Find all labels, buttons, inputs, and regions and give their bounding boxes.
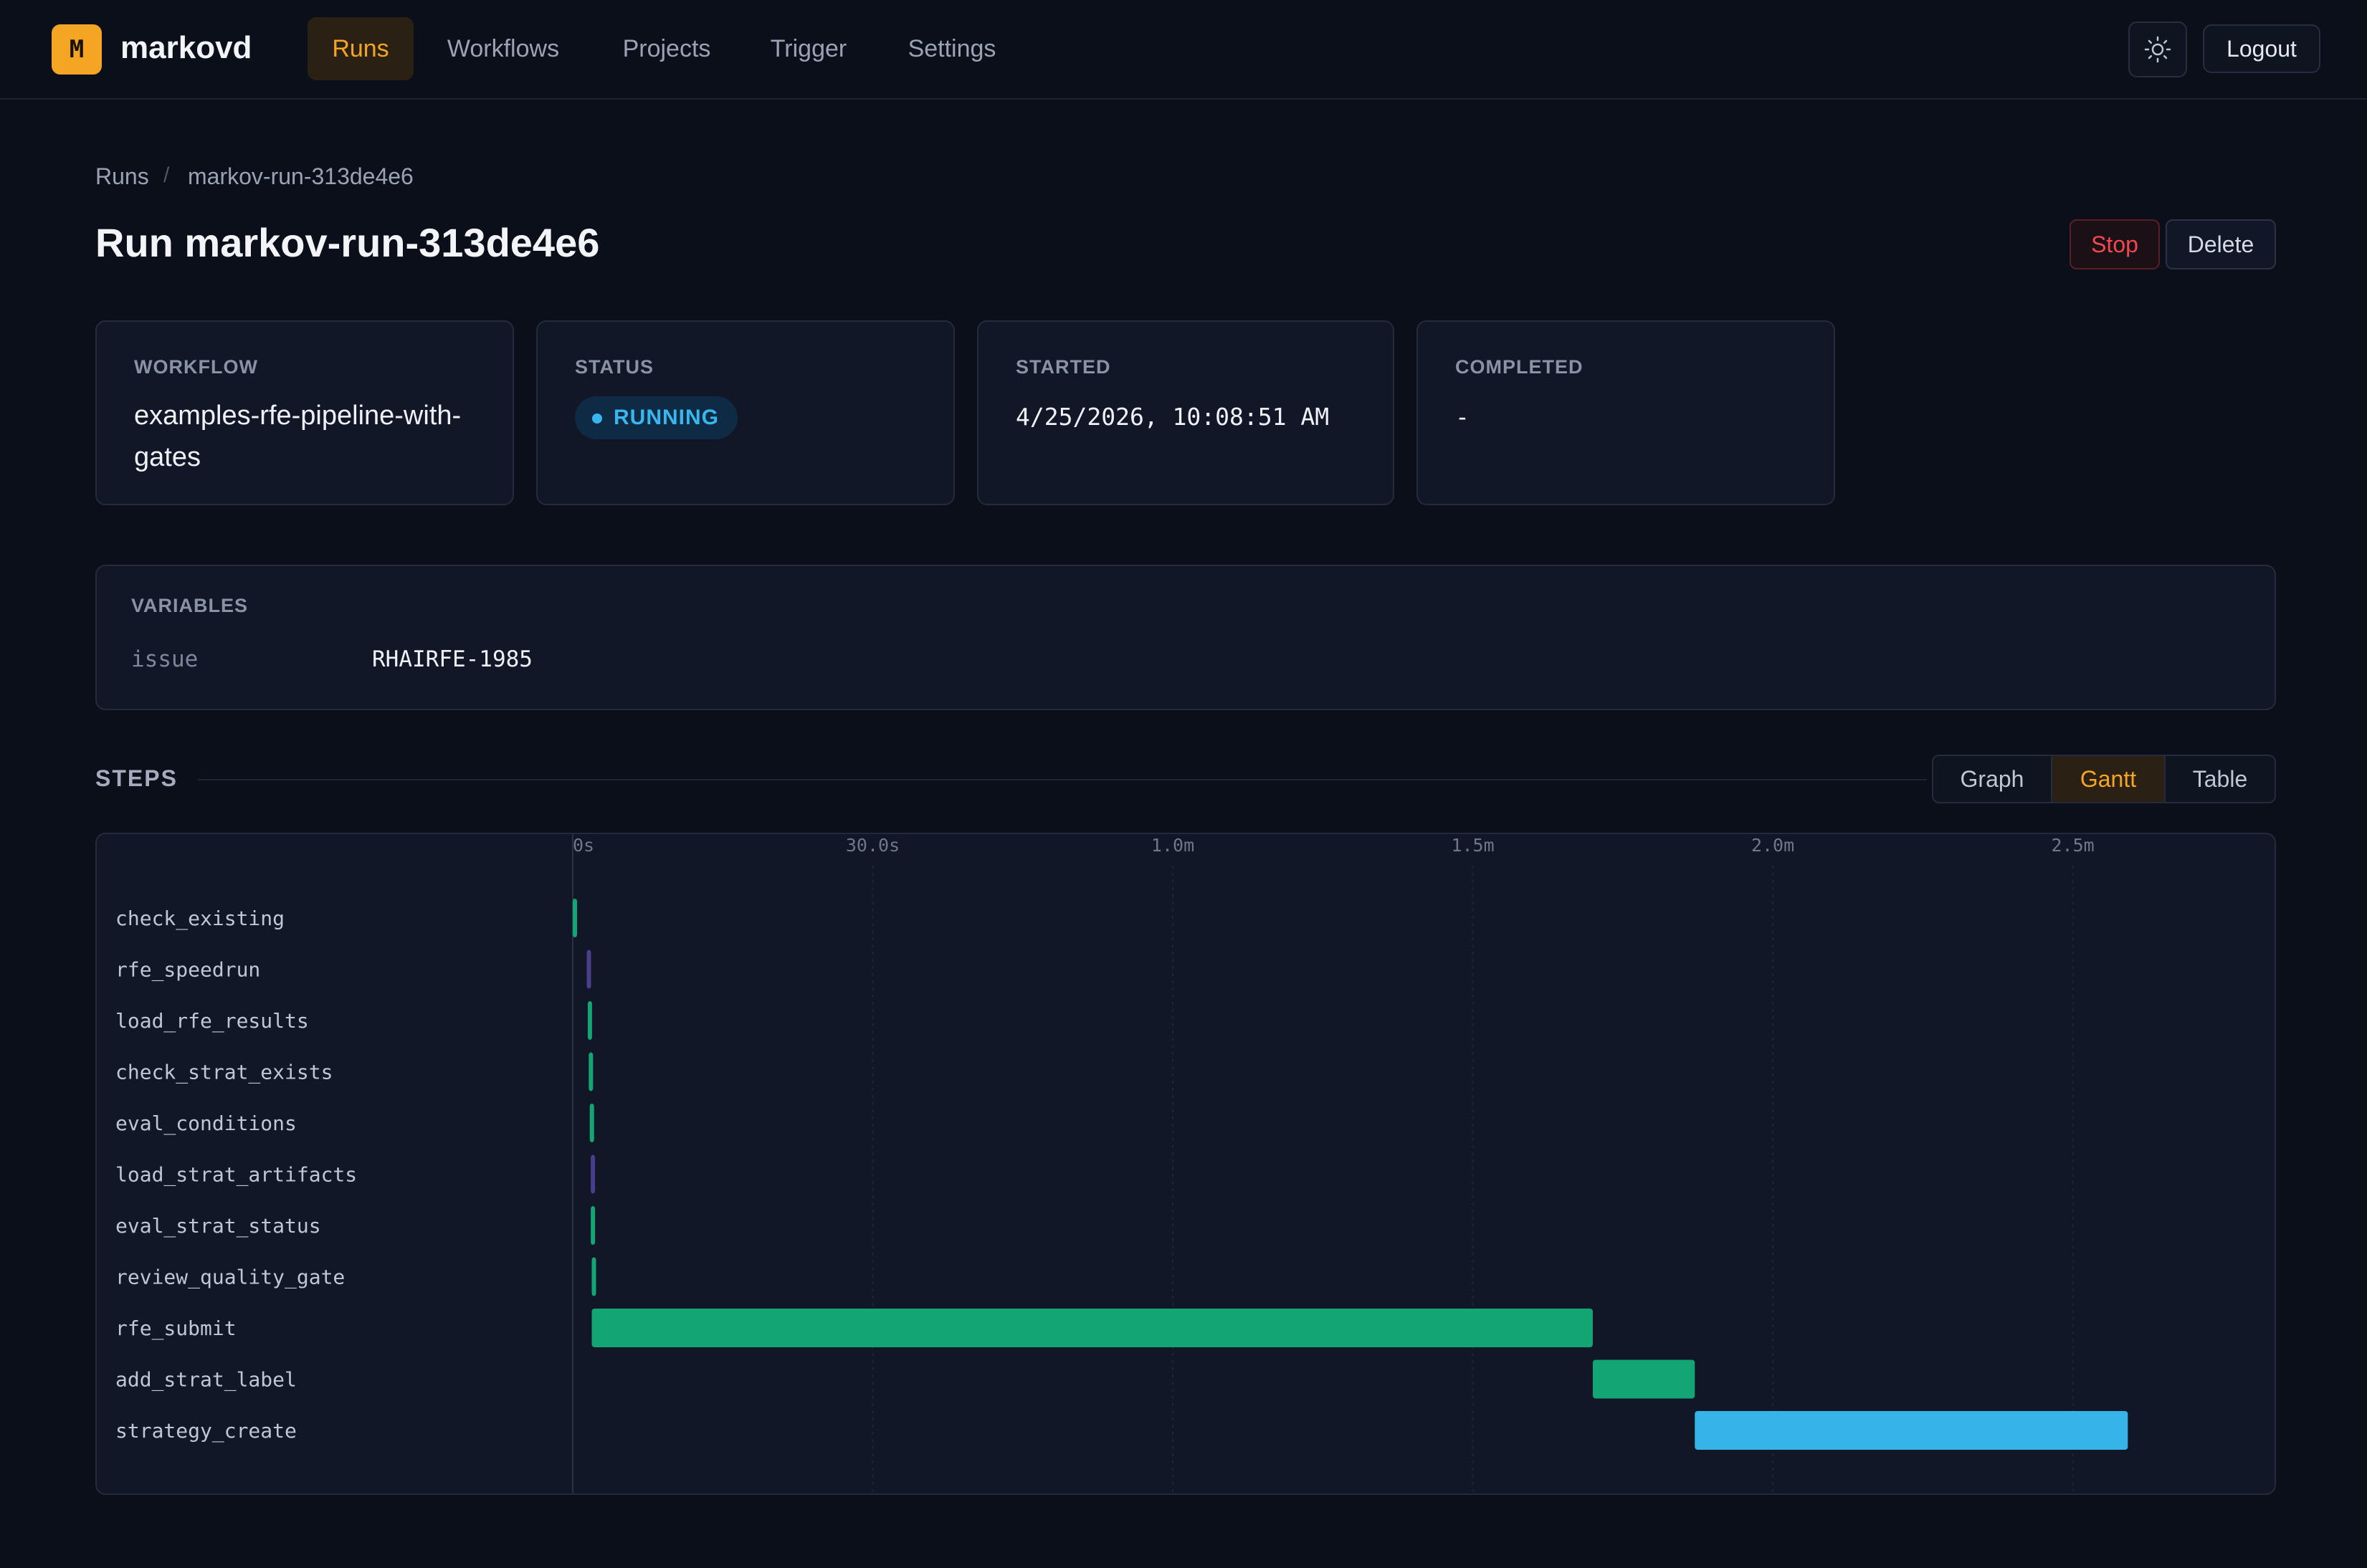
gantt-tick-label: 30.0s [846,835,900,856]
gantt-bar[interactable] [586,950,591,989]
gantt-bar[interactable] [1592,1359,1695,1399]
gantt-tick-label: 2.0m [1751,835,1794,856]
gantt-step-label: eval_conditions [115,1112,297,1136]
gantt-step-label: review_quality_gate [115,1266,345,1290]
view-table-button[interactable]: Table [2192,765,2248,792]
gantt-svg: 0s 30.0s 1.0m 1.5m 2.0m 2.5m check_existingrfe… [115,834,2128,1493]
started-label: STARTED [1016,356,1111,378]
status-dot-icon [592,413,602,424]
gantt-bar[interactable] [591,1257,596,1296]
view-graph-button[interactable]: Graph [1933,756,2052,802]
gantt-tick-label: 1.0m [1151,835,1194,856]
view-switcher: Graph Gantt Table [1932,755,2276,803]
gantt-tick-label: 1.5m [1451,835,1494,856]
variables-panel: VARIABLES issue RHAIRFE-1985 [95,565,2276,710]
status-badge: RUNNING [575,396,738,439]
steps-label: STEPS [95,765,178,791]
gantt-step-label: check_strat_exists [115,1061,333,1085]
nav-workflows[interactable]: Workflows [447,34,560,62]
page-title: Run markov-run-313de4e6 [95,220,600,265]
gantt-step-label: rfe_submit [115,1316,237,1341]
completed-card: COMPLETED - [1416,320,1835,505]
gantt-step-label: strategy_create [115,1419,297,1443]
completed-label: COMPLETED [1455,356,1583,378]
steps-divider [198,779,1927,780]
nav-projects[interactable]: Projects [622,34,711,62]
variables-label: VARIABLES [131,595,249,616]
gantt-bar[interactable] [573,899,577,937]
variable-key: issue [131,646,199,672]
nav-settings[interactable]: Settings [908,34,996,62]
gantt-bar[interactable] [1695,1411,2128,1450]
started-value: 4/25/2026, 10:08:51 AM [1016,403,1330,431]
logo[interactable]: M [52,24,102,75]
gantt-bar[interactable] [589,1052,594,1091]
gantt-step-label: load_strat_artifacts [115,1163,357,1187]
view-gantt-button[interactable]: Gantt [2052,756,2166,802]
logout-button[interactable]: Logout [2203,24,2320,73]
workflow-value[interactable]: examples-rfe-pipeline-with-gates [134,401,462,472]
delete-button[interactable]: Delete [2166,219,2276,269]
workflow-label: WORKFLOW [134,356,258,378]
nav-trigger[interactable]: Trigger [770,34,847,62]
breadcrumb-runs-link[interactable]: Runs [95,163,149,189]
gantt-step-label: check_existing [115,907,285,931]
nav-runs[interactable]: Runs [308,17,414,80]
gantt-step-label: eval_strat_status [115,1214,321,1238]
gantt-bar[interactable] [591,1155,596,1194]
sun-icon [2144,36,2171,63]
workflow-card: WORKFLOW examples-rfe-pipeline-with-gate… [95,320,514,505]
gantt-bar[interactable] [591,1206,596,1245]
started-card: STARTED 4/25/2026, 10:08:51 AM [977,320,1394,505]
status-card: STATUS RUNNING [536,320,955,505]
gantt-tick-label: 2.5m [2051,835,2094,856]
stop-button[interactable]: Stop [2070,219,2160,269]
status-text: RUNNING [614,406,719,429]
gantt-bar[interactable] [591,1309,1593,1347]
brand-name[interactable]: markovd [120,30,252,65]
top-navigation-bar: M markovd Runs Workflows Projects Trigge… [0,0,2367,100]
gantt-tick-label: 0s [573,835,594,856]
gantt-bar[interactable] [589,1104,594,1142]
gantt-step-label: add_strat_label [115,1368,297,1392]
theme-toggle-button[interactable] [2128,21,2187,77]
gantt-step-label: rfe_speedrun [115,958,260,983]
completed-value: - [1455,403,1470,431]
breadcrumb-separator: / [163,163,170,187]
breadcrumb-current: markov-run-313de4e6 [188,163,414,189]
gantt-bar[interactable] [587,1001,592,1040]
status-label: STATUS [575,356,654,378]
gantt-step-label: load_rfe_results [115,1009,309,1033]
variable-value: RHAIRFE-1985 [372,646,533,672]
